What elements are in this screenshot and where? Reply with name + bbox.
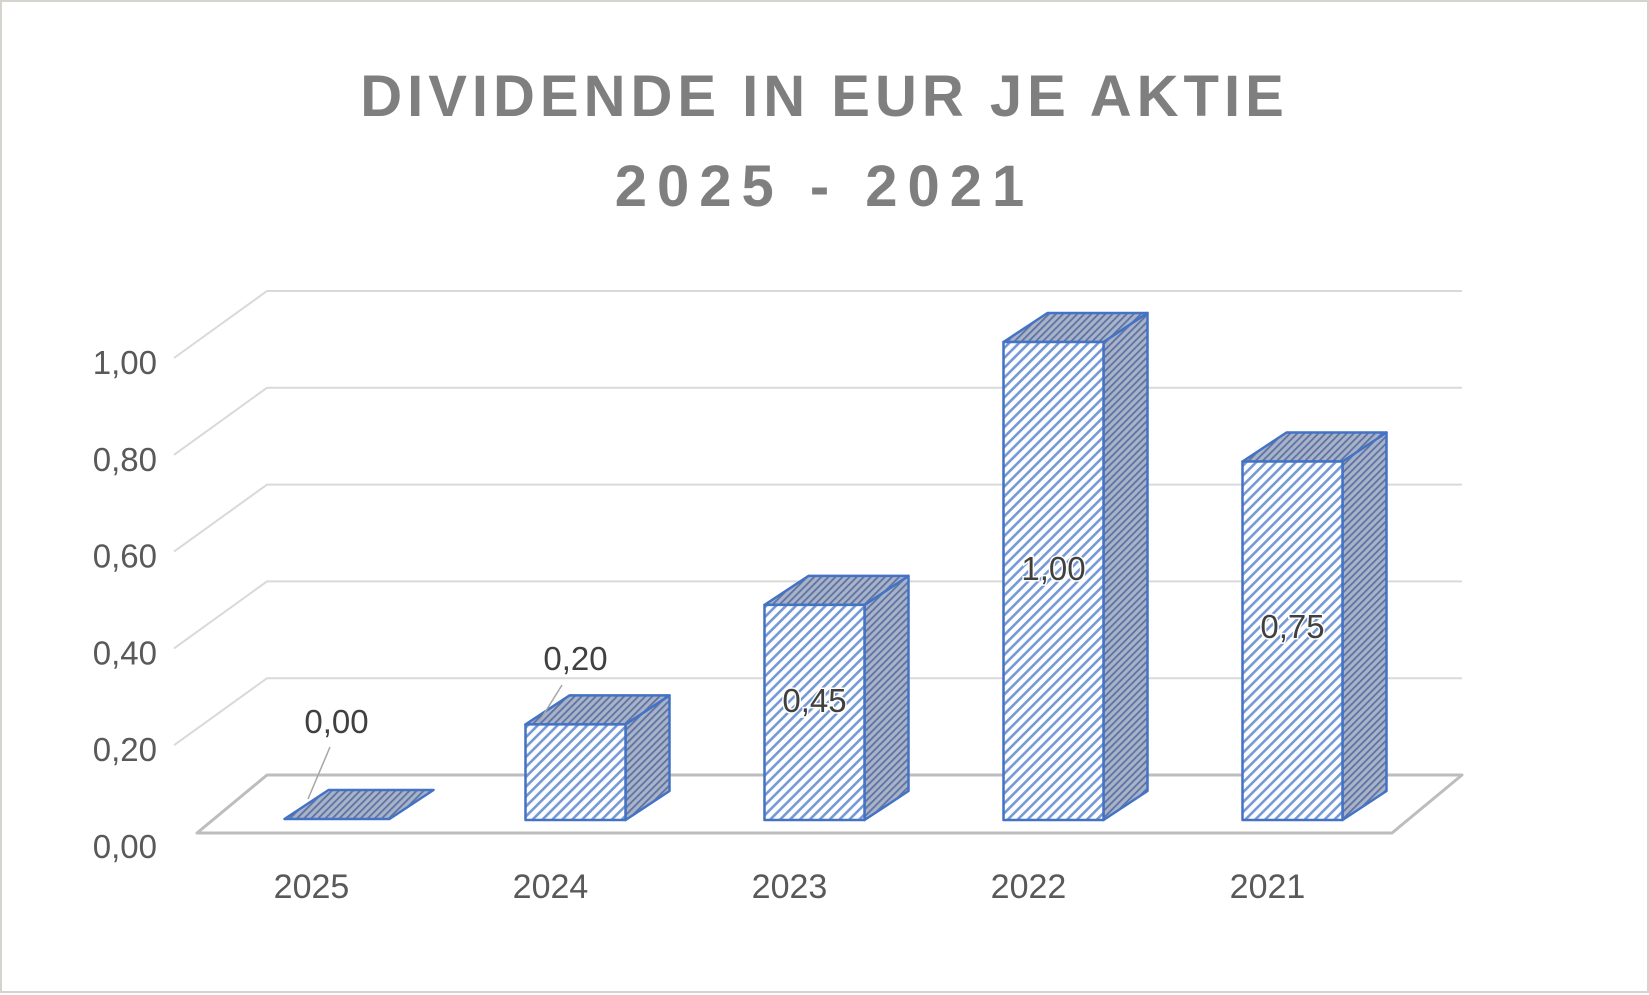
- y-axis-tick-label: 0,60: [93, 538, 157, 575]
- bar-data-label: 1,00: [1021, 550, 1085, 587]
- bar-side-face: [863, 574, 910, 822]
- y-axis-tick-label: 0,40: [93, 634, 157, 671]
- plot-floor: [195, 773, 1464, 835]
- bar-data-label: 0,75: [1260, 608, 1324, 645]
- bar-side-face: [1341, 431, 1388, 822]
- chart-title-line-1: DIVIDENDE IN EUR JE AKTIE: [360, 64, 1289, 129]
- bar-2023: [763, 574, 910, 822]
- y-axis-tick-label: 0,20: [93, 731, 157, 768]
- bar-side-face: [1102, 311, 1149, 822]
- chart-title-line-2: 2025 - 2021: [614, 153, 1035, 219]
- bar-front-face: [1002, 340, 1105, 822]
- bar-front-face: [524, 723, 627, 822]
- y-axis-tick-label: 0,00: [93, 828, 157, 865]
- bar-data-label: 0,00: [304, 703, 368, 740]
- bar-top-face: [283, 788, 435, 821]
- bar-front-face: [763, 603, 866, 822]
- gridline: [173, 290, 1462, 359]
- bar-2024: [524, 694, 671, 822]
- bar-2021: [1241, 431, 1388, 822]
- x-axis-category-label: 2025: [274, 868, 350, 906]
- x-axis-category-label: 2023: [752, 868, 828, 906]
- x-axis-category-label: 2022: [991, 868, 1067, 906]
- bar-2022: [1002, 311, 1149, 822]
- leader-line: [307, 746, 331, 800]
- y-axis-tick-label: 1,00: [93, 344, 157, 381]
- x-axis-category-label: 2024: [513, 868, 589, 906]
- y-axis-tick-label: 0,80: [93, 441, 157, 478]
- bar-data-label: 0,45: [782, 682, 846, 719]
- bar-2025: [283, 788, 435, 821]
- bar-data-label: 0,20: [543, 640, 607, 677]
- leader-line: [538, 684, 563, 723]
- bar-front-face: [1241, 460, 1344, 822]
- x-axis-category-label: 2021: [1230, 868, 1306, 906]
- chart-title: DIVIDENDE IN EUR JE AKTIE 2025 - 2021: [2, 52, 1647, 232]
